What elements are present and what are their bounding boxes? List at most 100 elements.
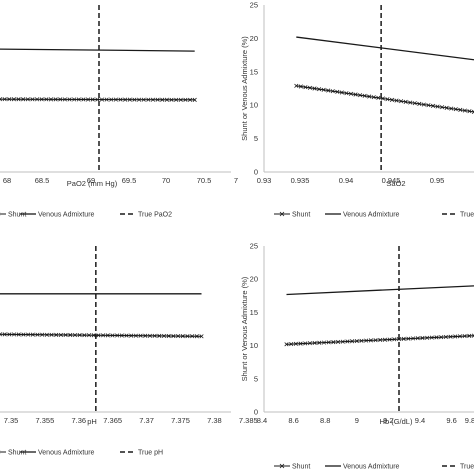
x-tick-label: 68.5 bbox=[35, 176, 50, 185]
shunt-marker bbox=[368, 338, 373, 343]
shunt-marker bbox=[453, 334, 458, 339]
shunt-marker bbox=[185, 334, 190, 339]
legend: Shunt Venous Admixture True pH bbox=[274, 464, 474, 471]
shunt-marker bbox=[35, 332, 40, 337]
shunt-marker bbox=[44, 332, 49, 337]
shunt-marker bbox=[389, 97, 395, 102]
shunt-marker bbox=[317, 87, 322, 92]
shunt-marker bbox=[113, 97, 118, 102]
shunt-marker bbox=[392, 337, 397, 342]
shunt-marker bbox=[104, 97, 109, 102]
shunt-marker bbox=[85, 97, 91, 102]
x-tick-label: 8.6 bbox=[288, 416, 298, 425]
shunt-marker bbox=[312, 340, 317, 346]
x-tick-label: 7.36 bbox=[71, 416, 86, 425]
shunt-marker bbox=[321, 87, 326, 92]
shunt-marker bbox=[25, 97, 30, 102]
x-tick-label: 7.37 bbox=[139, 416, 154, 425]
y-tick-label: 25 bbox=[250, 1, 258, 10]
x-tick-label: 8.4 bbox=[257, 416, 267, 425]
shunt-marker bbox=[150, 97, 156, 102]
shunt-marker bbox=[350, 339, 355, 344]
shunt-marker bbox=[344, 91, 349, 96]
panel-saO2: 0.93 0.935 0.94 0.945 0.95 0 5 10 15 20 25 Shunt or… bbox=[240, 1, 474, 219]
legend-true-label: True pH bbox=[138, 450, 163, 457]
x-tick-label: 69 bbox=[87, 176, 95, 185]
shunt-marker bbox=[440, 105, 445, 110]
shunt-marker bbox=[147, 333, 153, 338]
shunt-marker bbox=[449, 106, 454, 111]
x-tick-label: 68 bbox=[3, 176, 11, 185]
shunt-marker bbox=[448, 334, 453, 339]
shunt-marker bbox=[190, 334, 195, 339]
shunt-marker bbox=[358, 93, 363, 98]
shunt-marker bbox=[48, 97, 54, 102]
shunt-marker bbox=[385, 97, 390, 102]
shunt-marker bbox=[462, 108, 467, 113]
shunt-marker bbox=[467, 333, 472, 338]
x-tick-label: 7.365 bbox=[103, 416, 122, 425]
shunt-marker bbox=[426, 103, 431, 108]
shunt-marker bbox=[119, 333, 124, 338]
shunt-marker bbox=[312, 86, 317, 91]
shunt-marker bbox=[394, 98, 399, 103]
shunt-marker bbox=[118, 97, 123, 102]
shunt-marker bbox=[294, 83, 299, 88]
shunt-marker bbox=[467, 109, 472, 114]
legend-shunt-label: Shunt bbox=[8, 212, 26, 219]
shunt-marker bbox=[53, 97, 58, 102]
shunt-marker bbox=[132, 97, 137, 102]
shunt-marker bbox=[335, 339, 341, 344]
shunt-marker bbox=[378, 337, 383, 343]
shunt-marker bbox=[340, 339, 345, 344]
shunt-marker bbox=[99, 97, 105, 102]
shunt-marker bbox=[430, 103, 436, 108]
series-venous-admixture-line bbox=[0, 48, 195, 52]
shunt-marker bbox=[62, 97, 67, 102]
legend-shunt-marker bbox=[279, 211, 285, 217]
shunt-marker bbox=[331, 340, 336, 345]
panel-hb: 8.4 8.6 8.8 9 9.2 9.4 9.6 9.8 0 5 10 15 20 25 Shunt or… bbox=[240, 242, 474, 471]
panel-pH: 7.35 7.355 7.36 7.365 7.37 7.375 7.38 7.385 pH Sh… bbox=[0, 246, 258, 457]
shunt-marker bbox=[403, 99, 408, 104]
shunt-marker bbox=[307, 85, 313, 90]
shunt-marker bbox=[58, 332, 64, 337]
legend: Shunt Venous Admixture True PaO2 bbox=[274, 212, 474, 219]
x-tick-label: 70 bbox=[162, 176, 170, 185]
shunt-marker bbox=[353, 92, 358, 97]
shunt-marker bbox=[2, 332, 7, 337]
shunt-marker bbox=[303, 85, 308, 90]
shunt-marker bbox=[124, 333, 129, 338]
legend-venous-label: Venous Admixture bbox=[38, 450, 95, 457]
shunt-marker bbox=[157, 333, 162, 338]
shunt-marker bbox=[129, 333, 134, 338]
legend: Shunt Venous Admixture True pH bbox=[0, 450, 163, 457]
shunt-marker bbox=[408, 100, 413, 105]
x-axis-label: PaO2 (mm Hg) bbox=[67, 179, 118, 188]
shunt-marker bbox=[406, 336, 411, 341]
shunt-marker bbox=[326, 88, 331, 93]
y-tick-label: 0 bbox=[254, 168, 258, 177]
shunt-marker bbox=[307, 341, 313, 346]
shunt-marker bbox=[326, 340, 331, 345]
y-tick-label: 10 bbox=[250, 341, 258, 350]
shunt-marker bbox=[16, 332, 21, 337]
y-axis-label: Shunt or Venous Admixture (%) bbox=[240, 276, 249, 381]
x-axis-label: pH bbox=[87, 417, 97, 426]
shunt-marker bbox=[339, 90, 344, 95]
y-tick-label: 20 bbox=[250, 34, 258, 43]
shunt-marker bbox=[457, 334, 463, 339]
shunt-marker bbox=[21, 332, 26, 337]
shunt-marker bbox=[101, 333, 106, 338]
shunt-marker bbox=[105, 333, 110, 338]
shunt-marker bbox=[434, 335, 439, 340]
shunt-marker bbox=[90, 97, 95, 102]
shunt-marker bbox=[58, 97, 63, 102]
legend-shunt-label: Shunt bbox=[292, 464, 310, 471]
legend-true-label: True pH bbox=[460, 464, 474, 471]
shunt-marker bbox=[30, 97, 35, 102]
shunt-marker bbox=[63, 332, 68, 338]
shunt-marker bbox=[141, 97, 146, 102]
shunt-marker bbox=[81, 97, 86, 102]
shunt-marker bbox=[321, 340, 327, 345]
